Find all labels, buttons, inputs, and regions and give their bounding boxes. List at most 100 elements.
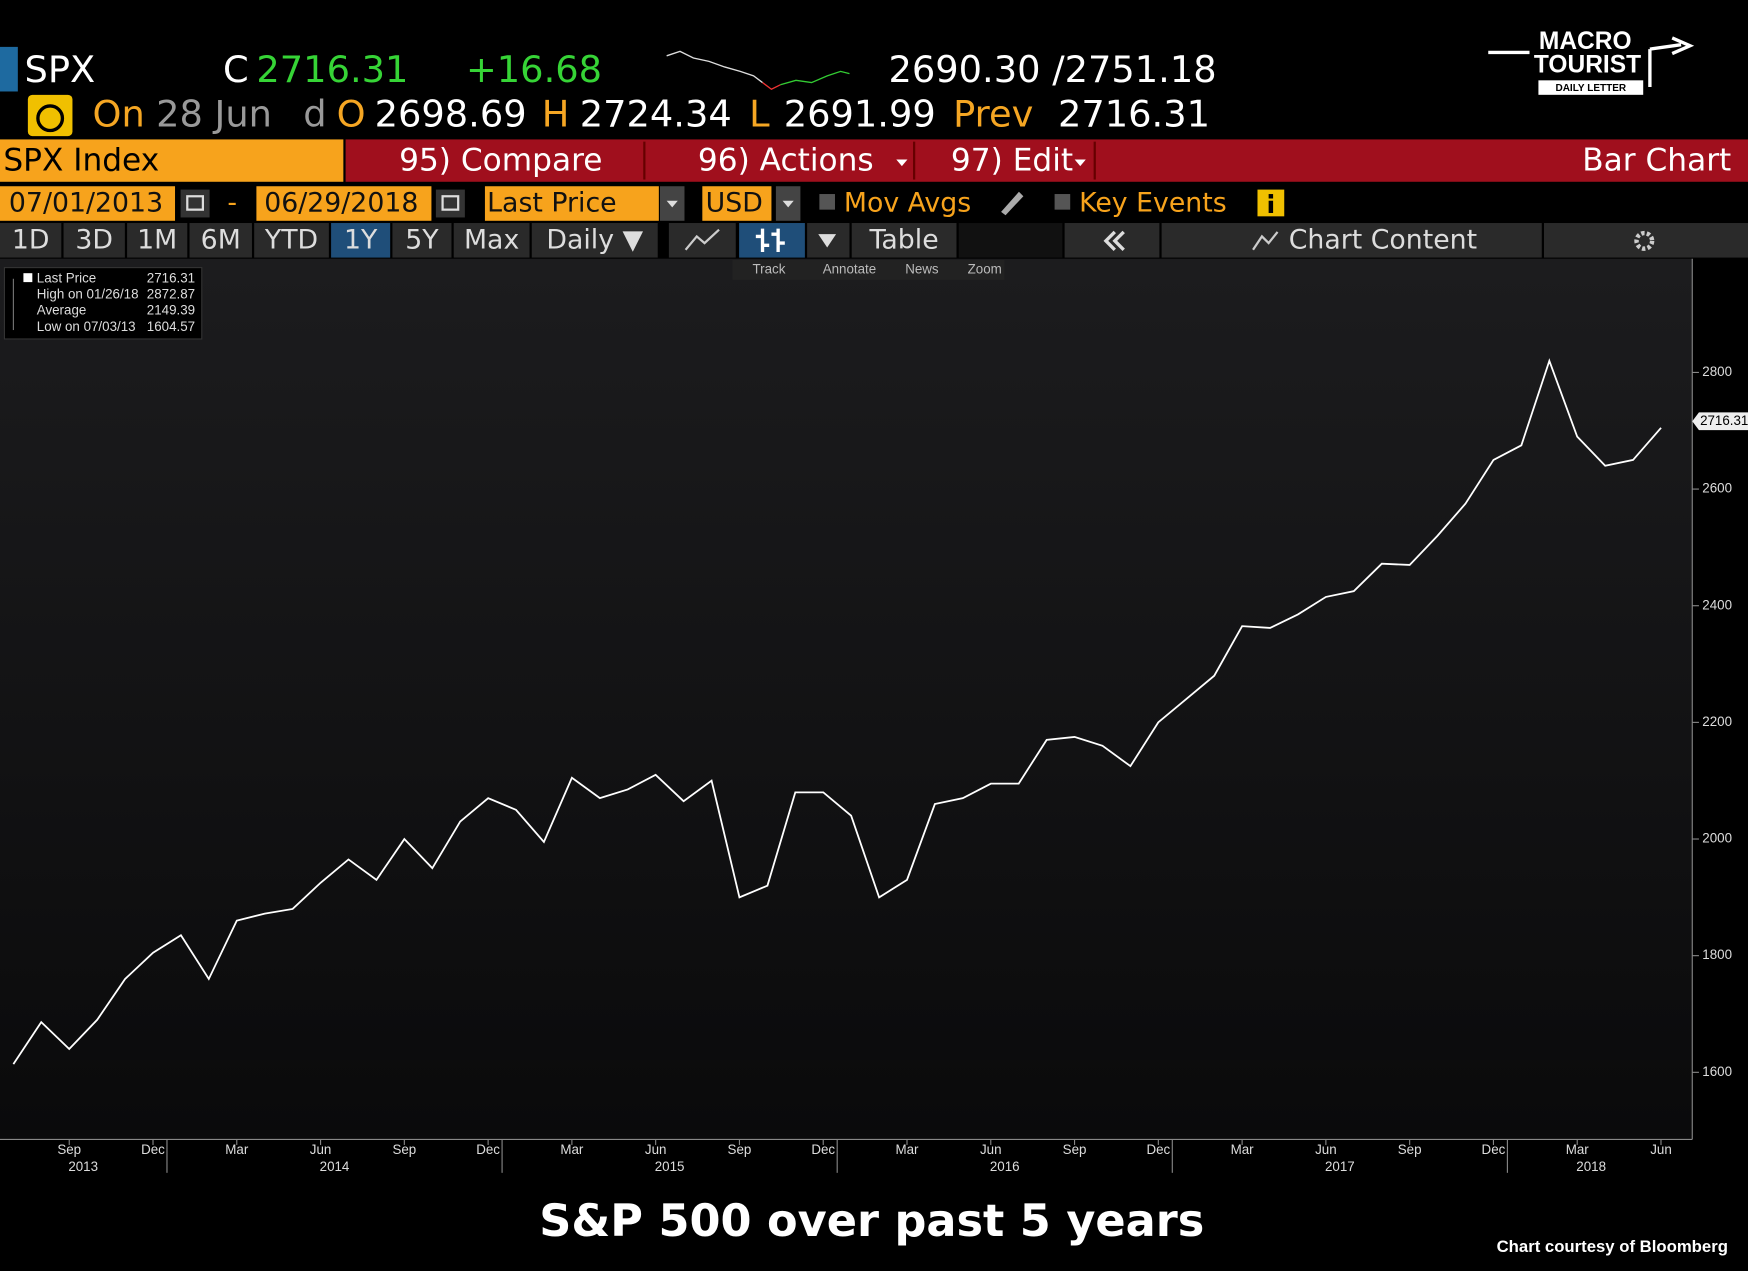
x-tick-label: Dec [476, 1142, 500, 1157]
period-button[interactable] [392, 223, 452, 258]
y-tick-label: 1800 [1702, 947, 1732, 962]
period[interactable]: YTD [264, 224, 318, 255]
key-events[interactable]: Key Events [1079, 188, 1227, 219]
end-date-box[interactable] [256, 186, 432, 221]
chart-type[interactable]: Bar Chart [1582, 143, 1731, 179]
x-tick-label: Dec [1482, 1142, 1506, 1157]
change: +16.68 [466, 48, 602, 91]
period[interactable]: 1M [137, 224, 177, 255]
x-tick-label: Sep [1063, 1142, 1087, 1157]
price-tag [1692, 412, 1748, 431]
end-date[interactable]: 06/29/2018 [264, 188, 418, 219]
start-date[interactable]: 07/01/2013 [9, 188, 163, 219]
x-tick-label: Jun [310, 1142, 332, 1157]
period[interactable]: 6M [201, 224, 241, 255]
legend-label: Last Price [37, 270, 96, 285]
subtool[interactable]: Track [752, 261, 785, 276]
high: 2724.34 [580, 93, 732, 136]
y-tick-label: 2600 [1702, 481, 1732, 496]
x-tick-label: Dec [811, 1142, 835, 1157]
mov-avgs[interactable]: Mov Avgs [844, 188, 971, 219]
period[interactable]: 3D [75, 224, 113, 255]
year-label: 2013 [68, 1159, 98, 1174]
chart-content-button[interactable] [1161, 223, 1542, 258]
legend-value: 1604.57 [147, 319, 195, 334]
legend-label: Low on 07/03/13 [37, 319, 136, 334]
x-tick-label: Mar [560, 1142, 584, 1157]
x-tick-label: Mar [1231, 1142, 1255, 1157]
tool[interactable]: Table [869, 224, 939, 255]
legend-value: 2149.39 [147, 303, 195, 318]
toolbar-gap [958, 223, 1063, 258]
subtool[interactable]: Zoom [968, 261, 1002, 276]
ticker-marker [0, 46, 18, 92]
x-tick-label: Sep [728, 1142, 752, 1157]
menu-item[interactable]: 97) Edit [951, 143, 1073, 179]
period-button[interactable] [331, 223, 391, 258]
low-label: L [749, 93, 770, 136]
x-tick-label: Mar [895, 1142, 919, 1157]
legend-box [3, 267, 203, 340]
logo-line: TOURIST [1534, 51, 1641, 78]
year-label: 2018 [1576, 1159, 1606, 1174]
security[interactable]: SPX Index [3, 143, 159, 179]
prev: 2716.31 [1058, 93, 1210, 136]
period-button[interactable] [254, 223, 329, 258]
x-tick-label: Dec [141, 1142, 165, 1157]
period-button[interactable] [453, 223, 530, 258]
period-button[interactable] [189, 223, 252, 258]
x-tick-label: Dec [1146, 1142, 1170, 1157]
calendar-icon[interactable] [435, 189, 465, 218]
currency[interactable]: USD [706, 188, 763, 219]
day-range: 2690.30 /2751.18 [888, 48, 1216, 91]
x-tick-label: Jun [1315, 1142, 1337, 1157]
last-price: 2716.31 [256, 48, 408, 91]
y-tick-label: 2000 [1702, 831, 1732, 846]
year-label: 2015 [655, 1159, 685, 1174]
logo-line: DAILY LETTER [1555, 83, 1626, 94]
period-button[interactable] [0, 223, 62, 258]
pencil-icon[interactable] [1001, 191, 1024, 216]
year-label: 2014 [320, 1159, 350, 1174]
period[interactable]: 1D [12, 224, 50, 255]
period[interactable]: 1Y [344, 224, 378, 255]
checkbox[interactable] [819, 194, 835, 210]
open-label: O [337, 93, 366, 136]
period[interactable]: Max [464, 224, 519, 255]
checkbox[interactable] [1054, 194, 1071, 210]
dropdown-arrow [1074, 159, 1086, 167]
field[interactable]: Last Price [487, 188, 616, 219]
period[interactable]: Daily ▼ [546, 224, 643, 255]
field-box[interactable] [484, 186, 659, 221]
x-tick-label: Mar [225, 1142, 249, 1157]
low: 2691.99 [784, 93, 936, 136]
period-button[interactable] [531, 223, 658, 258]
date-dash: - [227, 188, 237, 219]
bar-icon [755, 228, 785, 253]
subtool[interactable]: News [905, 261, 939, 276]
dropdown-arrow [896, 159, 908, 167]
calendar-icon[interactable] [180, 189, 210, 218]
currency-box[interactable] [702, 186, 772, 221]
legend-label: Average [37, 303, 87, 318]
tool[interactable]: Chart Content [1289, 224, 1477, 255]
chart-content-icon [1252, 231, 1279, 251]
period-button[interactable] [63, 223, 125, 258]
dropdown-arrow [782, 200, 794, 208]
y-tick-label: 2400 [1702, 597, 1732, 612]
period[interactable]: 5Y [405, 224, 439, 255]
gear-icon [1634, 230, 1655, 251]
table-button[interactable] [851, 223, 957, 258]
menu-item[interactable]: 96) Actions [698, 143, 874, 179]
x-tick-label: Sep [57, 1142, 81, 1157]
source: Chart courtesy of Bloomberg [1497, 1237, 1728, 1256]
on-label: On [93, 93, 145, 136]
menu-item[interactable]: 95) Compare [399, 143, 602, 179]
start-date-box[interactable] [0, 186, 176, 221]
settings-button[interactable] [1543, 223, 1748, 258]
subtool[interactable]: Annotate [823, 261, 876, 276]
period-button[interactable] [127, 223, 188, 258]
security-box[interactable] [0, 139, 344, 182]
bar-icon-button[interactable] [739, 223, 805, 258]
collapse-button[interactable] [1064, 223, 1160, 258]
